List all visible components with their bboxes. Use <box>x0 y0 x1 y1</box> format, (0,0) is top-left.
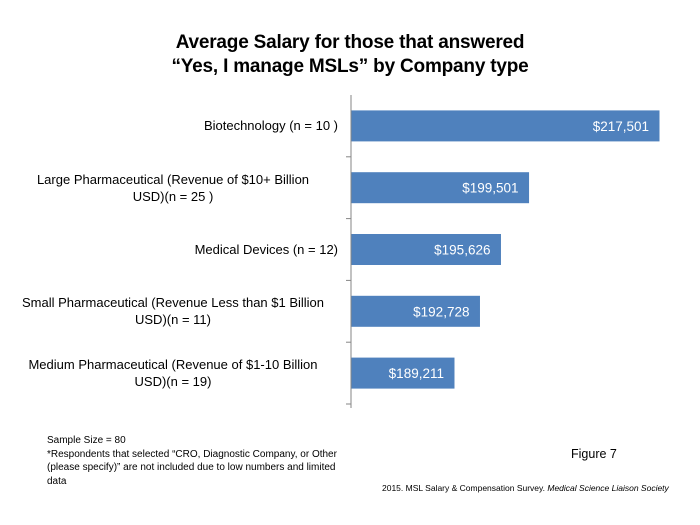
sample-size: Sample Size = 80 <box>47 435 126 446</box>
source-org: Medical Science Liaison Society <box>547 483 669 493</box>
category-label-line: Medium Pharmaceutical (Revenue of $1-10 … <box>28 357 318 373</box>
bar <box>351 357 455 389</box>
source-citation: 2015. MSL Salary & Compensation Survey. … <box>382 483 669 493</box>
bar <box>351 295 480 327</box>
bar <box>351 172 530 204</box>
category-label-line: USD)(n = 19) <box>134 374 212 390</box>
bar-data-label: $195,626 <box>434 243 490 258</box>
exclusion-note: *Respondents that selected “CRO, Diagnos… <box>47 448 337 487</box>
category-label: Medical Devices (n = 12) <box>8 241 338 258</box>
category-label-line: USD)(n = 25 ) <box>132 188 214 204</box>
category-label-line: Biotechnology (n = 10 ) <box>203 118 338 134</box>
category-label-line: Large Pharmaceutical (Revenue of $10+ Bi… <box>36 171 310 187</box>
bar <box>351 234 501 265</box>
category-label-line: USD)(n = 11) <box>135 312 211 328</box>
category-label: Biotechnology (n = 10 ) <box>8 117 338 134</box>
bar-data-label: $199,501 <box>462 181 518 196</box>
chart-title-line-2: “Yes, I manage MSLs” by Company type <box>171 56 529 77</box>
chart-title-line-1: Average Salary for those that answered <box>175 32 525 53</box>
category-label-line: Medical Devices (n = 12) <box>194 242 338 257</box>
figure-label: Figure 7 <box>571 447 617 461</box>
bar-data-label: $189,211 <box>389 366 444 381</box>
category-label: Small Pharmaceutical (Revenue Less than … <box>8 294 338 328</box>
bar-data-label: $192,728 <box>413 304 469 319</box>
bar-data-label: $217,501 <box>593 119 649 134</box>
category-label: Large Pharmaceutical (Revenue of $10+ Bi… <box>8 171 338 205</box>
footnote: Sample Size = 80 *Respondents that selec… <box>47 434 347 488</box>
chart-title: Average Salary for those that answered “… <box>0 31 700 79</box>
category-label-line: Small Pharmaceutical (Revenue Less than … <box>21 295 325 311</box>
bar <box>351 110 660 142</box>
source-text: 2015. MSL Salary & Compensation Survey. <box>382 483 548 493</box>
category-label: Medium Pharmaceutical (Revenue of $1-10 … <box>8 356 338 390</box>
